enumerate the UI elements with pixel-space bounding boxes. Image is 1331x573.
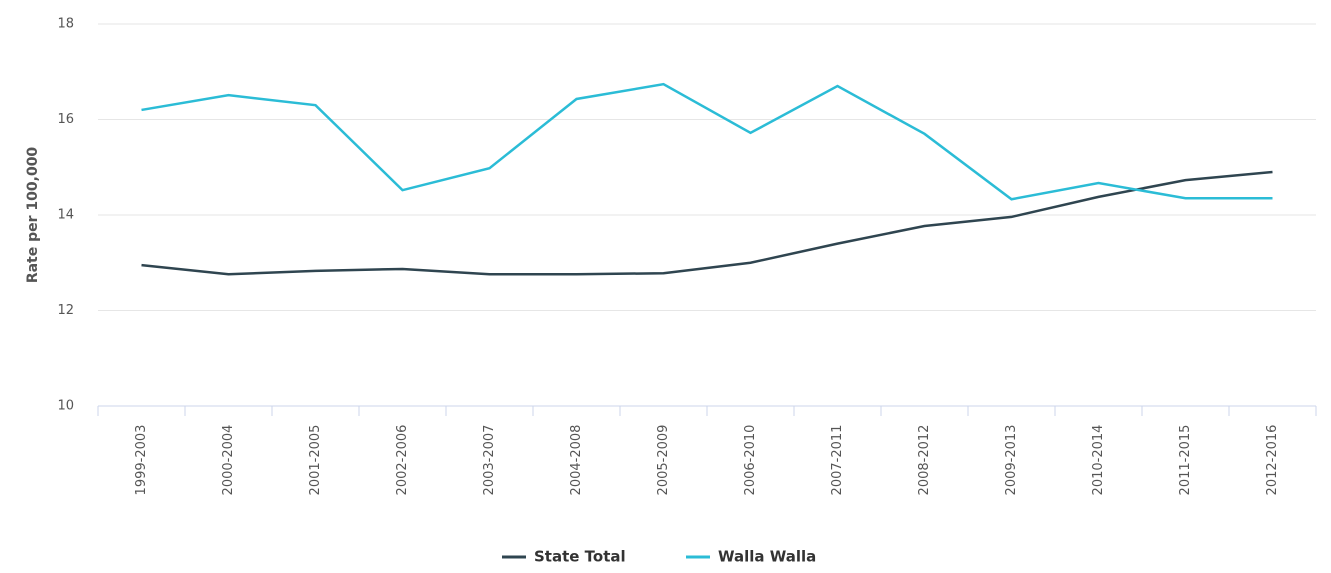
- x-tick-label: 2003-2007: [482, 425, 497, 496]
- x-tick-label: 2007-2011: [830, 425, 845, 496]
- y-tick-label: 16: [57, 112, 74, 127]
- y-axis-label: Rate per 100,000: [25, 147, 41, 284]
- x-tick-label: 2008-2012: [917, 425, 932, 496]
- line-series: [141, 170, 1273, 276]
- x-tick-label: 1999-2003: [134, 425, 149, 496]
- y-tick-label: 14: [57, 208, 74, 223]
- x-tick-label: 2009-2013: [1004, 425, 1019, 496]
- x-tick-label: 2005-2009: [656, 425, 671, 496]
- x-tick-label: 2004-2008: [569, 425, 584, 496]
- x-tick-label: 2006-2010: [743, 425, 758, 496]
- y-tick-label: 10: [57, 399, 74, 414]
- line-series: [141, 82, 1273, 201]
- x-tick-label: 2010-2014: [1091, 425, 1106, 496]
- legend-label: State Total: [534, 548, 626, 566]
- y-tick-label: 12: [57, 303, 74, 318]
- x-tick-label: 2002-2006: [395, 425, 410, 496]
- x-tick-label: 2001-2005: [308, 425, 323, 496]
- x-tick-label: 2012-2016: [1265, 425, 1280, 496]
- y-tick-label: 18: [57, 17, 74, 32]
- legend-label: Walla Walla: [718, 548, 816, 566]
- x-tick-label: 2011-2015: [1178, 425, 1193, 496]
- x-tick-label: 2000-2004: [221, 425, 236, 496]
